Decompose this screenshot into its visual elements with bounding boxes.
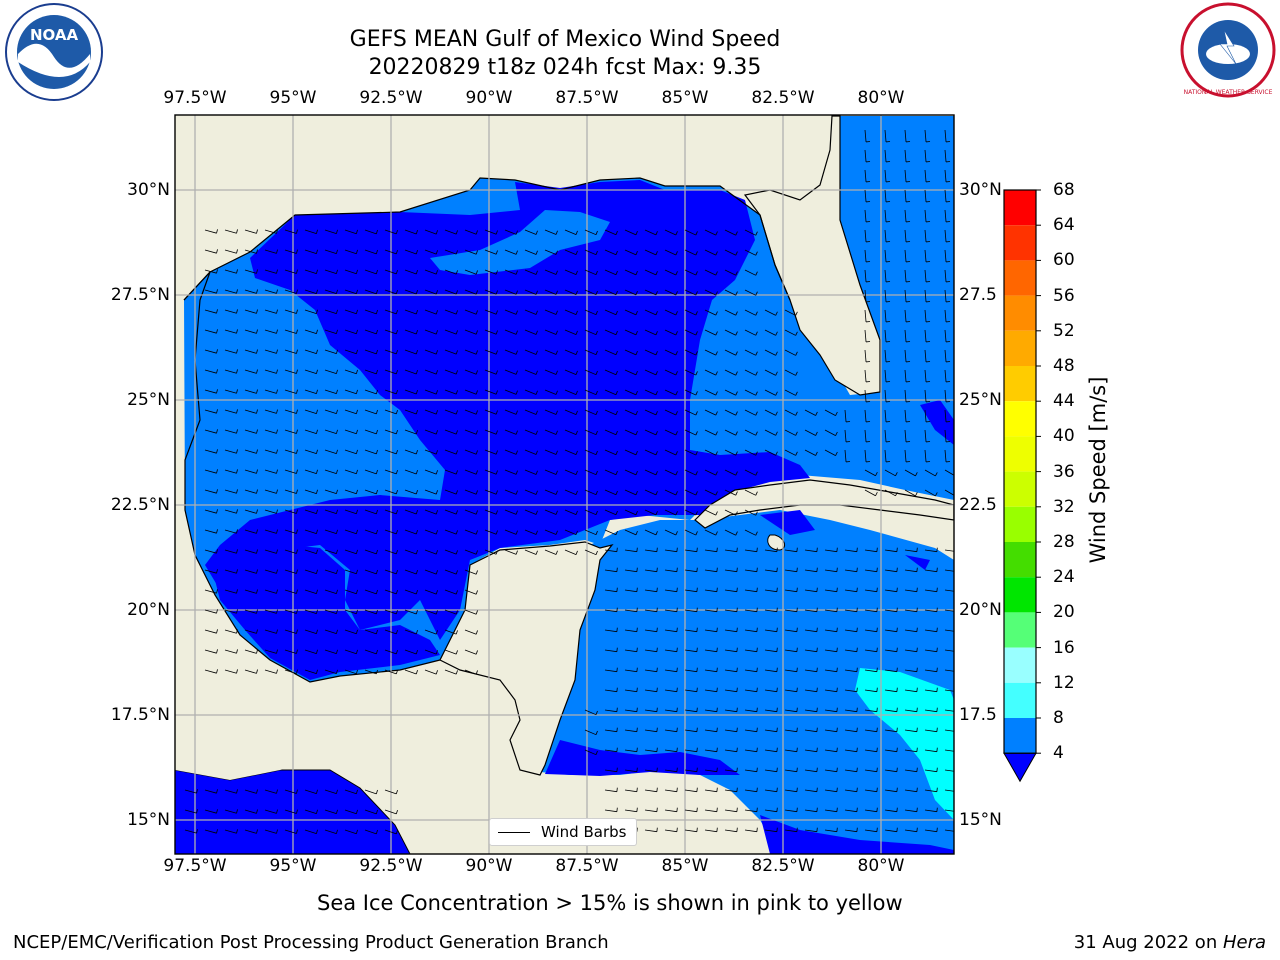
high-wind-region-caribbean: [855, 668, 954, 820]
map-legend: Wind Barbs: [489, 818, 637, 846]
lat-label-right-5: 17.5: [959, 705, 997, 725]
colorbar-tick-68: 68: [1053, 180, 1075, 200]
lat-label-left-0: 30°N: [127, 180, 170, 200]
colorbar-segment: [1004, 436, 1036, 472]
colorbar-segment: [1004, 190, 1036, 226]
wind-barb-legend-label: Wind Barbs: [541, 823, 627, 841]
colorbar-extend-arrow: [1003, 752, 1037, 783]
colorbar-tick-32: 32: [1053, 496, 1075, 517]
lon-label-bottom-5: 85°W: [661, 856, 709, 876]
moderate-wind-band: [430, 210, 610, 275]
colorbar-tick-24: 24: [1053, 567, 1075, 588]
lat-label-right-0: 30°N: [959, 180, 1002, 200]
lon-label-bottom-6: 82.5°W: [751, 856, 815, 876]
colorbar-segment-8: [1004, 718, 1036, 754]
nws-logo: NATIONAL WEATHER SERVICE: [1180, 2, 1276, 98]
lon-label-top-2: 92.5°W: [359, 88, 423, 108]
colorbar-tick-52: 52: [1053, 320, 1075, 341]
low-wind-region-jamaica: [905, 555, 930, 570]
lon-label-top-0: 97.5°W: [163, 88, 227, 108]
colorbar-tick-44: 44: [1053, 391, 1075, 412]
lon-label-top-4: 87.5°W: [555, 88, 619, 108]
date-text: 31 Aug 2022 on: [1073, 932, 1223, 953]
wind-barbs: [184, 129, 954, 835]
colorbar-tick-16: 16: [1053, 637, 1075, 658]
colorbar-tick-56: 56: [1053, 285, 1075, 306]
low-wind-region-south: [760, 815, 954, 854]
lon-label-bottom-0: 97.5°W: [163, 856, 227, 876]
credit-line: NCEP/EMC/Verification Post Processing Pr…: [13, 932, 609, 953]
colorbar-tick-36: 36: [1053, 461, 1075, 482]
noaa-logo: NOAA: [5, 3, 103, 101]
low-wind-region-honduras: [545, 740, 740, 776]
chart-subtitle: 20220829 t18z 024h fcst Max: 9.35: [368, 55, 762, 80]
low-wind-region-cayman: [760, 510, 815, 535]
isla-juventud-land: [767, 534, 786, 551]
lat-label-left-1: 27.5°N: [110, 285, 170, 305]
colorbar-segment: [1004, 471, 1036, 507]
colorbar-segment: [1004, 647, 1036, 683]
map-frame: [174, 114, 955, 855]
northern-coastline: [183, 177, 791, 301]
lon-label-bottom-3: 90°W: [465, 856, 513, 876]
colorbar-segment: [1004, 506, 1036, 542]
lat-label-right-1: 27.5: [959, 285, 997, 305]
colorbar-segment: [1004, 401, 1036, 437]
colorbar-tick-28: 28: [1053, 532, 1075, 552]
nws-logo-text: NATIONAL WEATHER SERVICE: [1184, 89, 1273, 96]
colorbar-segment: [1004, 682, 1036, 718]
colorbar-tick-12: 12: [1053, 672, 1075, 693]
colorbar-tick-48: 48: [1053, 356, 1075, 376]
lat-label-right-3: 22.5: [959, 495, 997, 515]
mexico-south-land: [175, 755, 320, 780]
colorbar-segment: [1004, 366, 1036, 402]
lon-label-bottom-7: 80°W: [857, 856, 905, 876]
colorbar-segment: [1004, 295, 1036, 331]
colorbar-tick-20: 20: [1053, 602, 1075, 623]
colorbar: [1003, 189, 1041, 783]
chart-title: GEFS MEAN Gulf of Mexico Wind Speed: [349, 27, 781, 52]
lon-label-top-7: 80°W: [857, 88, 905, 108]
colorbar-tick-64: 64: [1053, 215, 1075, 236]
lat-label-right-6: 15°N: [959, 810, 1002, 830]
yucatan-land: [439, 541, 614, 776]
colorbar-tick-4: 4: [1053, 743, 1064, 764]
colorbar-tick-8: 8: [1053, 708, 1064, 728]
lat-label-left-4: 20°N: [127, 600, 170, 620]
lon-label-top-5: 85°W: [661, 88, 709, 108]
lat-label-left-6: 15°N: [127, 810, 170, 830]
lon-label-bottom-1: 95°W: [269, 856, 317, 876]
low-wind-region-campeche: [210, 545, 440, 680]
generation-date: 31 Aug 2022 on Hera: [1074, 932, 1266, 953]
colorbar-segment: [1004, 612, 1036, 648]
noaa-logo-text: NOAA: [30, 26, 79, 44]
lat-label-left-2: 25°N: [127, 390, 170, 410]
colorbar-segment: [1004, 225, 1036, 261]
colorbar-segment: [1004, 577, 1036, 613]
lat-label-right-2: 25°N: [959, 390, 1002, 410]
colorbar-segment: [1004, 330, 1036, 366]
colorbar-segment: [1004, 542, 1036, 578]
lat-label-left-5: 17.5°N: [110, 705, 170, 725]
colorbar-label: Wind Speed [m/s]: [1086, 376, 1110, 564]
lon-label-bottom-4: 87.5°W: [555, 856, 619, 876]
wind-barb-legend-line: [498, 832, 530, 833]
lon-label-top-1: 95°W: [269, 88, 317, 108]
lon-label-top-3: 90°W: [465, 88, 513, 108]
colorbar-segment: [1004, 260, 1036, 296]
colorbar-tick-60: 60: [1053, 250, 1075, 271]
sea-ice-note: Sea Ice Concentration > 15% is shown in …: [317, 891, 903, 915]
machine-name: Hera: [1222, 932, 1266, 953]
lat-label-right-4: 20°N: [959, 600, 1002, 620]
lat-label-left-3: 22.5°N: [110, 495, 170, 515]
lon-label-bottom-2: 92.5°W: [359, 856, 423, 876]
lon-label-top-6: 82.5°W: [751, 88, 815, 108]
colorbar-tick-40: 40: [1053, 426, 1075, 447]
